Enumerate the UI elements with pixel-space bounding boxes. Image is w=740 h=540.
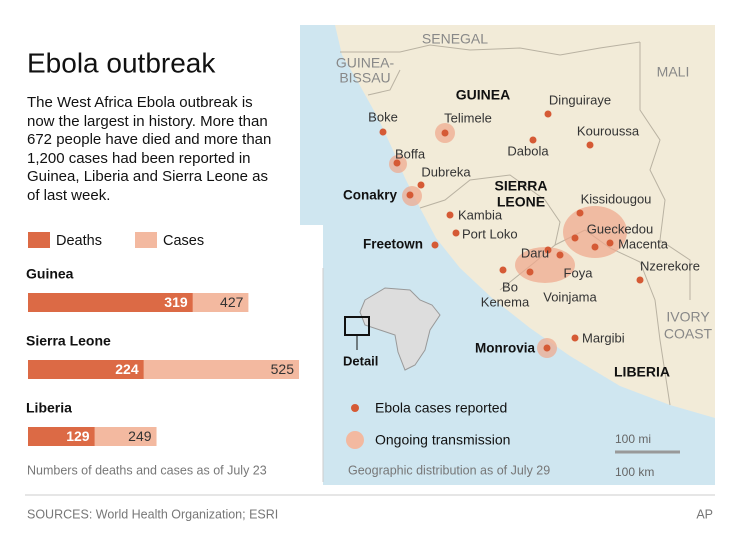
city-label: Foya: [564, 265, 594, 280]
country-label: SIERRA: [495, 178, 548, 194]
country-label: MALI: [657, 64, 690, 80]
legend-label: Cases: [163, 233, 204, 249]
city-label: Daru: [521, 245, 549, 260]
country-label: GUINEA: [456, 87, 510, 103]
city-label: Kambia: [458, 207, 503, 222]
city-label: Kissidougou: [581, 191, 652, 206]
city-label: Macenta: [618, 236, 669, 251]
city-label: Voinjama: [543, 289, 597, 304]
legend-dot: [351, 404, 359, 412]
city-label: Dinguiraye: [549, 92, 611, 107]
country-label: IVORY: [666, 309, 710, 325]
credit: AP: [696, 507, 713, 521]
legend-swatch: [135, 232, 157, 248]
value-label: 129: [66, 428, 90, 444]
city-label: Freetown: [363, 237, 423, 252]
country-label: BISSAU: [339, 70, 390, 86]
value-label: 525: [271, 361, 295, 377]
description: The West Africa Ebola outbreak is now th…: [27, 94, 272, 204]
city-label: Dabola: [507, 143, 549, 158]
map-legend: Ebola cases reported: [375, 400, 507, 416]
city-dot: [379, 128, 387, 136]
city-label: Kenema: [481, 294, 530, 309]
inset-africa: [344, 287, 441, 371]
city-dot: [452, 229, 460, 237]
city-dot: [571, 334, 579, 342]
scale-label: 100 km: [615, 465, 654, 479]
city-dot: [591, 243, 599, 251]
city-label: Bo: [502, 279, 518, 294]
city-label: Telimele: [444, 110, 492, 125]
city-dot: [586, 141, 594, 149]
map-note: Geographic distribution as of July 29: [348, 463, 550, 477]
legend-circle: [346, 431, 364, 449]
title: Ebola outbreak: [27, 47, 216, 78]
city-label: Port Loko: [462, 226, 518, 241]
country-label: LIBERIA: [614, 364, 670, 380]
city-dot: [636, 276, 644, 284]
city-dot: [431, 241, 439, 249]
category-label: Guinea: [26, 266, 74, 282]
city-label: Conakry: [343, 188, 398, 203]
city-dot: [393, 159, 401, 167]
city-label: Dubreka: [421, 164, 471, 179]
city-label: Margibi: [582, 330, 625, 345]
sources: SOURCES: World Health Organization; ESRI: [27, 507, 278, 521]
value-label: 224: [115, 361, 139, 377]
city-dot: [544, 110, 552, 118]
city-dot: [417, 181, 425, 189]
city-dot: [543, 344, 551, 352]
city-label: Boke: [368, 109, 398, 124]
city-label: Nzerekore: [640, 258, 700, 273]
city-dot: [529, 136, 537, 144]
legend-swatch: [28, 232, 50, 248]
city-dot: [446, 211, 454, 219]
map-legend: Ongoing transmission: [375, 432, 510, 448]
category-label: Sierra Leone: [26, 333, 111, 349]
chart-note: Numbers of deaths and cases as of July 2…: [27, 463, 267, 477]
value-label: 427: [220, 294, 244, 310]
city-dot: [526, 268, 534, 276]
country-label: COAST: [664, 326, 713, 342]
category-label: Liberia: [26, 400, 72, 416]
country-label: GUINEA-: [336, 55, 395, 71]
bar: [28, 293, 193, 312]
city-dot: [571, 234, 579, 242]
city-dot: [556, 251, 564, 259]
city-dot: [606, 239, 614, 247]
country-label: SENEGAL: [422, 31, 488, 47]
city-dot: [441, 129, 449, 137]
value-label: 249: [128, 428, 152, 444]
scale-label: 100 mi: [615, 432, 651, 446]
city-label: Monrovia: [475, 341, 535, 356]
bar: [28, 427, 95, 446]
city-dot: [544, 246, 552, 254]
inset-label: Detail: [343, 353, 378, 368]
city-dot: [576, 209, 584, 217]
city-label: Boffa: [395, 146, 426, 161]
map-ocean: [300, 25, 715, 485]
city-dot: [499, 266, 507, 274]
country-label: LEONE: [497, 194, 545, 210]
value-label: 319: [164, 294, 188, 310]
city-label: Kouroussa: [577, 123, 640, 138]
legend-label: Deaths: [56, 233, 102, 249]
bar: [28, 360, 144, 379]
city-dot: [406, 191, 414, 199]
city-label: Gueckedou: [587, 221, 654, 236]
